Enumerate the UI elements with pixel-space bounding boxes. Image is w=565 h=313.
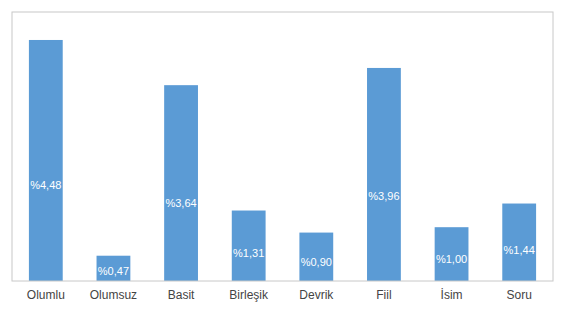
x-tick-label: Devrik	[299, 288, 334, 302]
data-label: %1,31	[233, 247, 264, 259]
x-tick-label: İsim	[441, 288, 463, 302]
data-label: %3,64	[165, 197, 196, 209]
x-tick-label: Olumsuz	[90, 288, 137, 302]
bar	[232, 211, 266, 281]
data-label: %1,00	[436, 253, 467, 265]
x-tick-label: Fiil	[376, 288, 391, 302]
bar	[435, 227, 469, 281]
x-tick-label: Olumlu	[27, 288, 65, 302]
data-labels: %4,48 %0,47 %3,64 %1,31 %0,90 %3,96 %1,00 %1,44	[30, 179, 535, 277]
data-label: %4,48	[30, 179, 61, 191]
bar	[97, 256, 131, 281]
x-tick-label: Basit	[168, 288, 195, 302]
bar	[299, 233, 333, 281]
chart-container: %4,48 %0,47 %3,64 %1,31 %0,90 %3,96 %1,00 %1,44…	[0, 0, 565, 313]
bar	[164, 85, 198, 281]
bars	[29, 40, 536, 281]
x-axis: Olumlu Olumsuz Basit Birleşik Devrik Fiil İsim…	[27, 288, 532, 302]
chart-svg: %4,48 %0,47 %3,64 %1,31 %0,90 %3,96 %1,00 %1,44…	[0, 0, 565, 313]
data-label: %1,44	[504, 244, 535, 256]
data-label: %0,90	[301, 256, 332, 268]
bar	[367, 68, 401, 281]
data-label: %0,47	[98, 265, 129, 277]
x-tick-label: Birleşik	[229, 288, 269, 302]
data-label: %3,96	[368, 190, 399, 202]
bar	[502, 204, 536, 281]
plot-frame	[12, 12, 553, 281]
bar	[29, 40, 63, 281]
x-tick-label: Soru	[507, 288, 532, 302]
